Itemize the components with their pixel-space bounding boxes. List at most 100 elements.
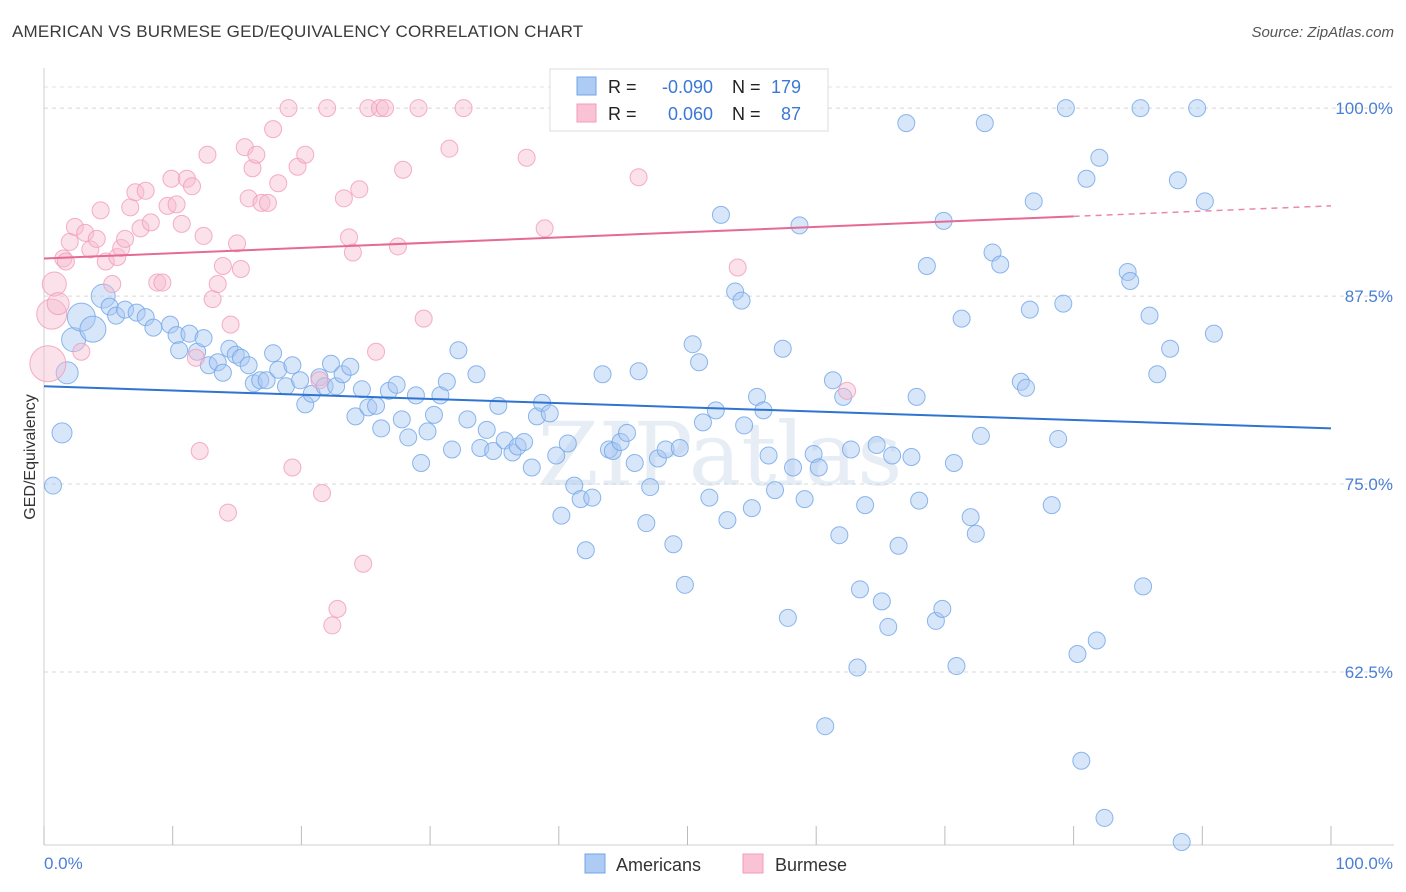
data-point [103, 275, 122, 294]
data-point [517, 148, 536, 167]
data-point [269, 360, 288, 379]
data-point [51, 422, 73, 444]
data-point [759, 446, 778, 465]
data-point [144, 318, 163, 337]
legend-burmese-r-value: 0.060 [668, 104, 713, 124]
data-point [328, 599, 347, 618]
data-point [1011, 372, 1030, 391]
data-point [283, 356, 302, 375]
data-point [291, 371, 310, 390]
data-point [910, 491, 929, 510]
trend-line-burmese-extension [1073, 205, 1332, 218]
y-tick-label: 100.0% [1335, 99, 1393, 118]
data-point [726, 282, 745, 301]
data-point [952, 309, 971, 328]
data-point [91, 201, 110, 220]
data-point [1188, 99, 1207, 118]
data-point [322, 354, 341, 373]
data-point [36, 298, 68, 330]
data-point [112, 238, 131, 257]
data-point [354, 554, 373, 573]
data-point [46, 292, 70, 316]
data-point [318, 99, 337, 118]
data-point [664, 535, 683, 554]
data-point [65, 217, 84, 236]
axes [43, 68, 1394, 846]
data-point [484, 441, 503, 460]
data-point [867, 435, 886, 454]
data-point [243, 159, 262, 178]
data-point [656, 440, 675, 459]
data-point [172, 214, 191, 233]
data-point [323, 616, 342, 635]
data-point [392, 410, 411, 429]
data-point [100, 297, 119, 316]
data-point [208, 353, 227, 372]
series-legend: Americans Burmese [584, 853, 847, 875]
data-point [208, 275, 227, 294]
data-point [718, 511, 737, 530]
data-point [136, 308, 155, 327]
data-point [467, 365, 486, 384]
data-point [1195, 192, 1214, 211]
data-point [153, 273, 172, 292]
data-point [879, 617, 898, 636]
data-point [121, 198, 140, 217]
data-point [449, 341, 468, 360]
data-point [127, 303, 146, 322]
data-point [947, 657, 966, 676]
data-point [231, 259, 250, 278]
data-point [690, 353, 709, 372]
data-point [711, 205, 730, 224]
bottom-legend-americans-swatch [584, 853, 606, 874]
data-point [1054, 294, 1073, 313]
data-point [141, 213, 160, 232]
data-point [372, 419, 391, 438]
data-point [576, 541, 595, 560]
data-point [131, 219, 150, 238]
data-point [552, 506, 571, 525]
data-point [1172, 832, 1191, 851]
data-point [370, 99, 389, 118]
data-point [279, 99, 298, 118]
data-point [1090, 148, 1109, 167]
data-point [359, 398, 378, 417]
data-point [790, 216, 809, 235]
data-point [706, 401, 725, 420]
data-point [603, 441, 622, 460]
data-point [167, 195, 186, 214]
data-point [558, 434, 577, 453]
data-point [161, 315, 180, 334]
data-point [367, 342, 386, 361]
data-point [1077, 169, 1096, 188]
x-tick-label-right: 100.0% [1335, 854, 1393, 873]
y-tick-labels: 100.0% 87.5% 75.0% 62.5% [1335, 99, 1393, 682]
chart-title: AMERICAN VS BURMESE GED/EQUIVALENCY CORR… [12, 22, 584, 41]
data-point [841, 440, 860, 459]
data-point [611, 432, 630, 451]
data-point [56, 252, 75, 271]
data-point [350, 180, 369, 199]
data-point [198, 145, 217, 164]
data-point [440, 139, 459, 158]
data-point [933, 599, 952, 618]
data-point [477, 420, 496, 439]
data-point [219, 503, 238, 522]
data-point [540, 404, 559, 423]
data-point [961, 508, 980, 527]
data-point [251, 371, 270, 390]
data-point [87, 229, 106, 248]
data-point [732, 291, 751, 310]
data-point [838, 381, 857, 400]
data-point [1161, 339, 1180, 358]
data-point [795, 490, 814, 509]
data-point [1068, 645, 1087, 664]
data-point [346, 407, 365, 426]
data-point [1042, 496, 1061, 515]
data-point [522, 458, 541, 477]
data-point [136, 181, 155, 200]
data-point [264, 120, 283, 139]
data-point [641, 478, 660, 497]
data-point [183, 177, 202, 196]
data-point [648, 449, 667, 468]
